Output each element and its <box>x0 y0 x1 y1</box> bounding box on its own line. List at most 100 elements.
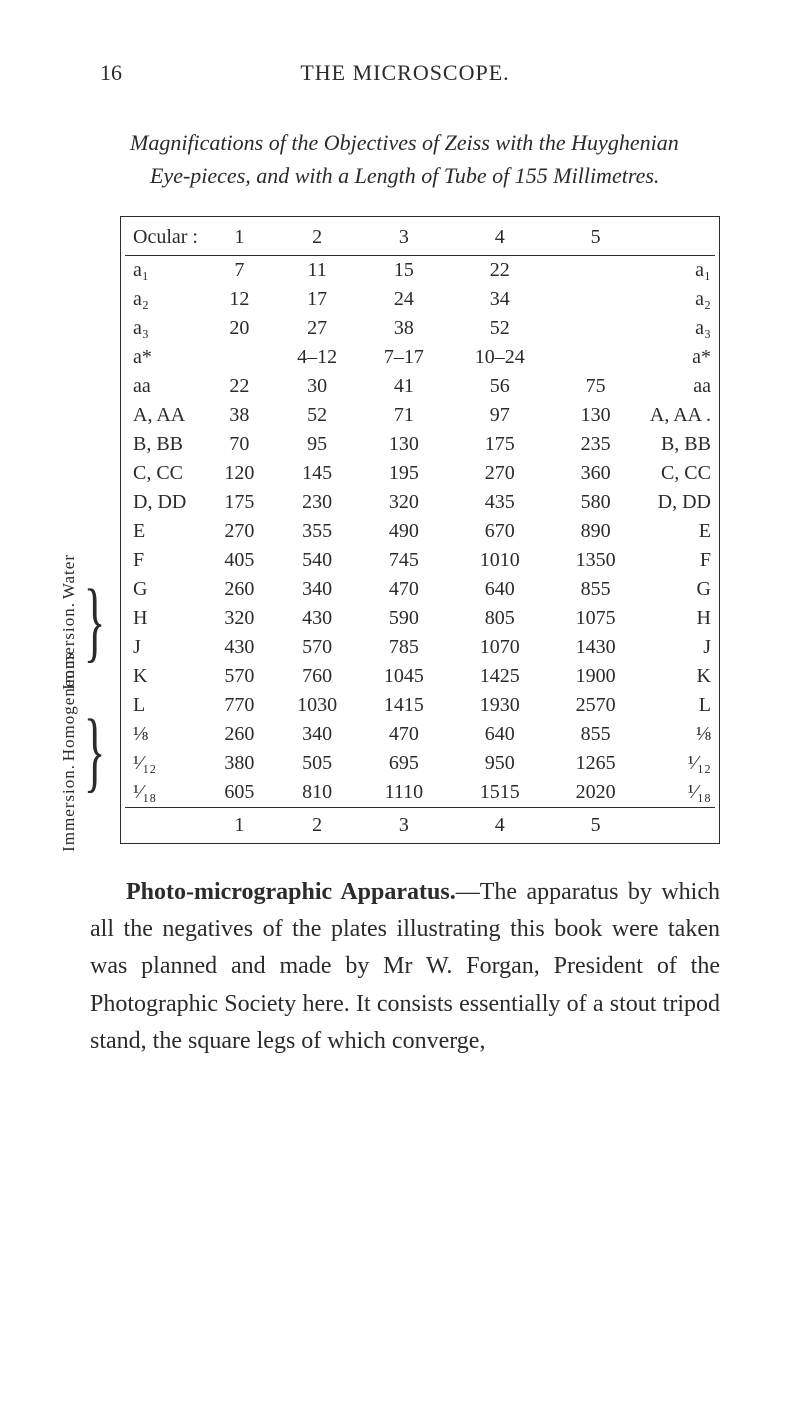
cell: 490 <box>361 517 448 546</box>
row-label: ¹⁄₁₂ <box>125 749 205 778</box>
row-label: G <box>125 575 205 604</box>
row-label-right: ¹⁄₁₈ <box>639 778 715 808</box>
table-row: a₂12172434a₂ <box>125 285 715 314</box>
row-label: aa <box>125 372 205 401</box>
cell: 30 <box>274 372 361 401</box>
cell <box>205 343 274 372</box>
cell: 4–12 <box>274 343 361 372</box>
side-label-homogeneous: Homogeneous Immersion. } <box>59 697 116 807</box>
row-label: K <box>125 662 205 691</box>
table-footer-row: 1 2 3 4 5 <box>125 808 715 844</box>
cell: 360 <box>552 459 639 488</box>
cell: 570 <box>205 662 274 691</box>
cell: 17 <box>274 285 361 314</box>
row-label-right: a₁ <box>639 256 715 286</box>
table-row: C, CC120145195270360C, CC <box>125 459 715 488</box>
cell: 56 <box>447 372 552 401</box>
table-row: aa2230415675aa <box>125 372 715 401</box>
row-label: a* <box>125 343 205 372</box>
cell: 1900 <box>552 662 639 691</box>
side-homo-outer: Homogeneous <box>59 652 79 761</box>
row-label-right: J <box>639 633 715 662</box>
row-label-right: ⅛ <box>639 720 715 749</box>
cell: 1070 <box>447 633 552 662</box>
row-label: ⅛ <box>125 720 205 749</box>
row-label-right: a* <box>639 343 715 372</box>
table-row: L7701030141519302570L <box>125 691 715 720</box>
cell: 24 <box>361 285 448 314</box>
side-water-outer: Water <box>59 554 79 599</box>
cell: 41 <box>361 372 448 401</box>
cell: 34 <box>447 285 552 314</box>
cell: 75 <box>552 372 639 401</box>
cell <box>552 314 639 343</box>
cell: 760 <box>274 662 361 691</box>
cell: 1415 <box>361 691 448 720</box>
cell: 855 <box>552 720 639 749</box>
cell: 120 <box>205 459 274 488</box>
cell: 260 <box>205 720 274 749</box>
running-head: THE MICROSCOPE. <box>90 60 720 86</box>
row-label-right: aa <box>639 372 715 401</box>
cell: 540 <box>274 546 361 575</box>
table-row: J43057078510701430J <box>125 633 715 662</box>
cell <box>552 256 639 286</box>
cell: 640 <box>447 720 552 749</box>
table-row: A, AA38527197130A, AA . <box>125 401 715 430</box>
row-label: C, CC <box>125 459 205 488</box>
header-col: 3 <box>361 223 448 256</box>
table-row: ⅛260340470640855⅛ <box>125 720 715 749</box>
cell: 430 <box>205 633 274 662</box>
cell: 20 <box>205 314 274 343</box>
row-label-right: B, BB <box>639 430 715 459</box>
row-label-right: a₂ <box>639 285 715 314</box>
cell: 7–17 <box>361 343 448 372</box>
row-label-right: A, AA . <box>639 401 715 430</box>
footer-col: 2 <box>274 808 361 844</box>
cell: 435 <box>447 488 552 517</box>
header-col: 2 <box>274 223 361 256</box>
cell: 270 <box>447 459 552 488</box>
cell: 1430 <box>552 633 639 662</box>
cell <box>552 285 639 314</box>
row-label: F <box>125 546 205 575</box>
cell: 70 <box>205 430 274 459</box>
row-label-right: a₃ <box>639 314 715 343</box>
table-row: B, BB7095130175235B, BB <box>125 430 715 459</box>
table-row: a₁7111522a₁ <box>125 256 715 286</box>
row-label: E <box>125 517 205 546</box>
cell: 270 <box>205 517 274 546</box>
cell: 745 <box>361 546 448 575</box>
cell: 97 <box>447 401 552 430</box>
cell: 2570 <box>552 691 639 720</box>
table-row: F40554074510101350F <box>125 546 715 575</box>
footer-col: 3 <box>361 808 448 844</box>
table-row: a*4–127–1710–24a* <box>125 343 715 372</box>
cell: 1030 <box>274 691 361 720</box>
cell: 950 <box>447 749 552 778</box>
body-paragraph: Photo-micrographic Apparatus.—The appara… <box>90 874 720 1060</box>
row-label: B, BB <box>125 430 205 459</box>
body-rest: —The apparatus by which all the negative… <box>90 879 720 1054</box>
cell: 580 <box>552 488 639 517</box>
cell: 695 <box>361 749 448 778</box>
cell: 670 <box>447 517 552 546</box>
row-label: a₂ <box>125 285 205 314</box>
cell: 52 <box>274 401 361 430</box>
cell: 640 <box>447 575 552 604</box>
cell: 235 <box>552 430 639 459</box>
row-label-right: E <box>639 517 715 546</box>
cell: 1010 <box>447 546 552 575</box>
row-label-right: D, DD <box>639 488 715 517</box>
magnification-table-wrap: Water Immersion. } Homogeneous Immersion… <box>120 216 720 844</box>
table-row: D, DD175230320435580D, DD <box>125 488 715 517</box>
cell: 590 <box>361 604 448 633</box>
header-label-cell: Ocular : <box>125 223 205 256</box>
page-number: 16 <box>100 60 122 86</box>
row-label: D, DD <box>125 488 205 517</box>
table-row: K570760104514251900K <box>125 662 715 691</box>
cell: 470 <box>361 575 448 604</box>
cell: 22 <box>447 256 552 286</box>
table-row: E270355490670890E <box>125 517 715 546</box>
row-label: a₁ <box>125 256 205 286</box>
